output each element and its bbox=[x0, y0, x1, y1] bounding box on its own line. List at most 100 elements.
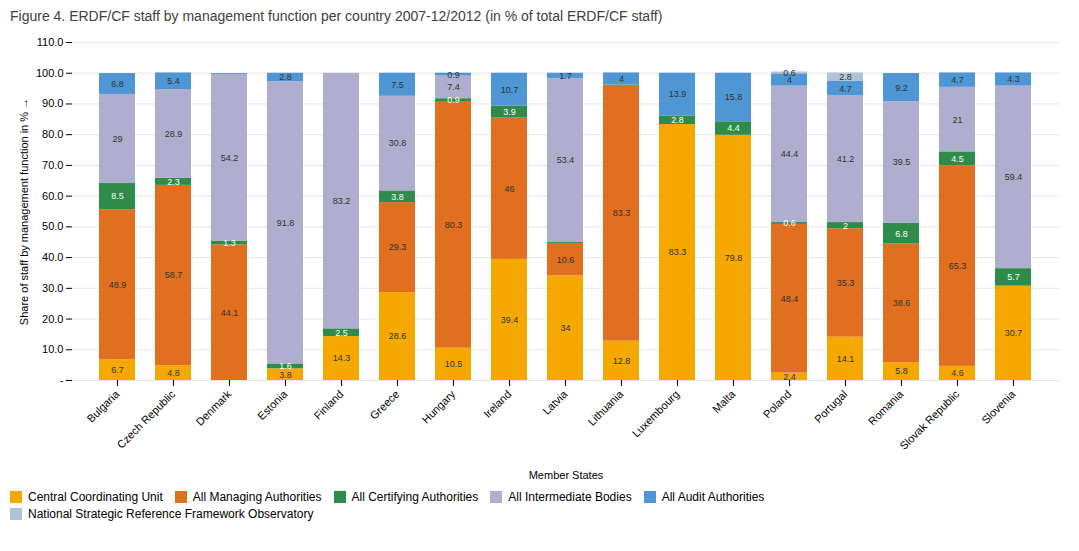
svg-text:44.4: 44.4 bbox=[781, 149, 799, 159]
svg-text:10.0: 10.0 bbox=[42, 343, 63, 355]
svg-text:Estonia: Estonia bbox=[255, 387, 290, 422]
svg-text:79.8: 79.8 bbox=[725, 253, 743, 263]
svg-text:2.3: 2.3 bbox=[167, 177, 180, 187]
svg-text:14.1: 14.1 bbox=[837, 354, 855, 364]
svg-text:0.9: 0.9 bbox=[447, 95, 460, 105]
svg-text:Portugal: Portugal bbox=[812, 388, 849, 425]
svg-text:15.8: 15.8 bbox=[725, 92, 743, 102]
svg-text:0.9: 0.9 bbox=[447, 69, 460, 79]
svg-text:1.3: 1.3 bbox=[223, 238, 236, 248]
svg-text:29: 29 bbox=[112, 134, 122, 144]
svg-text:80.0: 80.0 bbox=[42, 128, 63, 140]
svg-text:8.5: 8.5 bbox=[111, 191, 124, 201]
svg-text:Ireland: Ireland bbox=[481, 388, 513, 420]
svg-text:4.5: 4.5 bbox=[951, 154, 964, 164]
svg-text:Greece: Greece bbox=[367, 388, 401, 422]
svg-text:Czech Republic: Czech Republic bbox=[114, 387, 177, 450]
svg-text:10.5: 10.5 bbox=[445, 359, 463, 369]
svg-text:14.3: 14.3 bbox=[333, 353, 351, 363]
svg-text:12.8: 12.8 bbox=[613, 356, 631, 366]
svg-text:2.5: 2.5 bbox=[335, 328, 348, 338]
svg-text:28.6: 28.6 bbox=[389, 331, 407, 341]
svg-text:Member States: Member States bbox=[529, 469, 604, 481]
svg-text:4.7: 4.7 bbox=[839, 84, 852, 94]
svg-text:Poland: Poland bbox=[761, 388, 794, 421]
svg-text:Denmark: Denmark bbox=[193, 387, 233, 427]
svg-text:40.0: 40.0 bbox=[42, 251, 63, 263]
svg-text:39.4: 39.4 bbox=[501, 315, 519, 325]
svg-text:Slovak Republic: Slovak Republic bbox=[897, 387, 962, 452]
svg-text:110.0: 110.0 bbox=[37, 36, 64, 48]
svg-text:100.0: 100.0 bbox=[36, 67, 64, 79]
svg-text:48.9: 48.9 bbox=[109, 280, 127, 290]
svg-text:44.1: 44.1 bbox=[221, 308, 239, 318]
svg-text:4.8: 4.8 bbox=[167, 368, 180, 378]
svg-text:70.0: 70.0 bbox=[42, 159, 63, 171]
svg-text:6.8: 6.8 bbox=[111, 79, 124, 89]
svg-text:2.8: 2.8 bbox=[839, 72, 852, 82]
svg-text:Slovenia: Slovenia bbox=[979, 387, 1018, 426]
svg-text:30.8: 30.8 bbox=[389, 138, 407, 148]
svg-text:4.7: 4.7 bbox=[951, 75, 964, 85]
svg-text:Hungary: Hungary bbox=[420, 387, 458, 425]
svg-text:Share of staff by management f: Share of staff by management function in… bbox=[18, 98, 30, 325]
svg-text:20.0: 20.0 bbox=[42, 313, 63, 325]
svg-text:10.6: 10.6 bbox=[557, 255, 575, 265]
svg-text:35.3: 35.3 bbox=[837, 278, 855, 288]
svg-text:4.6: 4.6 bbox=[951, 368, 964, 378]
svg-text:50.0: 50.0 bbox=[42, 220, 63, 232]
svg-text:Latvia: Latvia bbox=[540, 387, 570, 417]
svg-text:7.4: 7.4 bbox=[447, 82, 460, 92]
svg-text:54.2: 54.2 bbox=[221, 153, 239, 163]
svg-text:83.3: 83.3 bbox=[669, 247, 687, 257]
svg-text:7.5: 7.5 bbox=[391, 80, 404, 90]
svg-text:59.4: 59.4 bbox=[1005, 172, 1023, 182]
svg-text:48.4: 48.4 bbox=[781, 294, 799, 304]
svg-text:4.4: 4.4 bbox=[727, 123, 740, 133]
svg-text:10.7: 10.7 bbox=[501, 85, 519, 95]
svg-text:58.7: 58.7 bbox=[165, 270, 183, 280]
svg-text:41.2: 41.2 bbox=[837, 154, 855, 164]
svg-text:34: 34 bbox=[560, 323, 570, 333]
svg-text:29.3: 29.3 bbox=[389, 242, 407, 252]
svg-text:3.8: 3.8 bbox=[279, 370, 292, 380]
svg-text:13.9: 13.9 bbox=[669, 89, 687, 99]
svg-text:65.3: 65.3 bbox=[949, 261, 967, 271]
svg-text:0.6: 0.6 bbox=[783, 218, 796, 228]
svg-text:Lithuania: Lithuania bbox=[585, 387, 626, 428]
svg-text:1.7: 1.7 bbox=[559, 71, 572, 81]
svg-text:5.4: 5.4 bbox=[167, 76, 180, 86]
svg-text:5.7: 5.7 bbox=[1007, 272, 1020, 282]
svg-text:4: 4 bbox=[619, 74, 624, 84]
svg-text:28.9: 28.9 bbox=[165, 129, 183, 139]
svg-text:4.3: 4.3 bbox=[1007, 74, 1020, 84]
svg-text:Romania: Romania bbox=[866, 387, 906, 427]
svg-text:83.2: 83.2 bbox=[333, 196, 351, 206]
svg-text:46: 46 bbox=[504, 184, 514, 194]
svg-text:3.8: 3.8 bbox=[391, 192, 404, 202]
svg-text:53.4: 53.4 bbox=[557, 155, 575, 165]
svg-text:2.4: 2.4 bbox=[783, 372, 796, 382]
svg-text:39.5: 39.5 bbox=[893, 157, 911, 167]
svg-text:38.6: 38.6 bbox=[893, 298, 911, 308]
svg-text:6.8: 6.8 bbox=[895, 229, 908, 239]
svg-text:60.0: 60.0 bbox=[42, 190, 63, 202]
svg-text:6.7: 6.7 bbox=[111, 365, 124, 375]
svg-text:21: 21 bbox=[952, 115, 962, 125]
svg-text:5.8: 5.8 bbox=[895, 366, 908, 376]
svg-text:2: 2 bbox=[843, 221, 848, 231]
svg-text:Finland: Finland bbox=[311, 388, 345, 422]
svg-text:83.3: 83.3 bbox=[613, 208, 631, 218]
svg-text:91.8: 91.8 bbox=[277, 218, 295, 228]
svg-text:3.9: 3.9 bbox=[503, 107, 516, 117]
svg-text:Bulgaria: Bulgaria bbox=[84, 387, 122, 425]
svg-text:90.0: 90.0 bbox=[42, 97, 63, 109]
svg-text:Malta: Malta bbox=[710, 387, 738, 415]
svg-text:80.3: 80.3 bbox=[445, 220, 463, 230]
svg-text:2.8: 2.8 bbox=[671, 115, 684, 125]
svg-text:2.8: 2.8 bbox=[279, 72, 292, 82]
svg-text:30.7: 30.7 bbox=[1005, 328, 1023, 338]
svg-text:0.6: 0.6 bbox=[783, 68, 796, 78]
svg-text:9.2: 9.2 bbox=[895, 83, 908, 93]
svg-text:Luxembourg: Luxembourg bbox=[630, 388, 682, 440]
